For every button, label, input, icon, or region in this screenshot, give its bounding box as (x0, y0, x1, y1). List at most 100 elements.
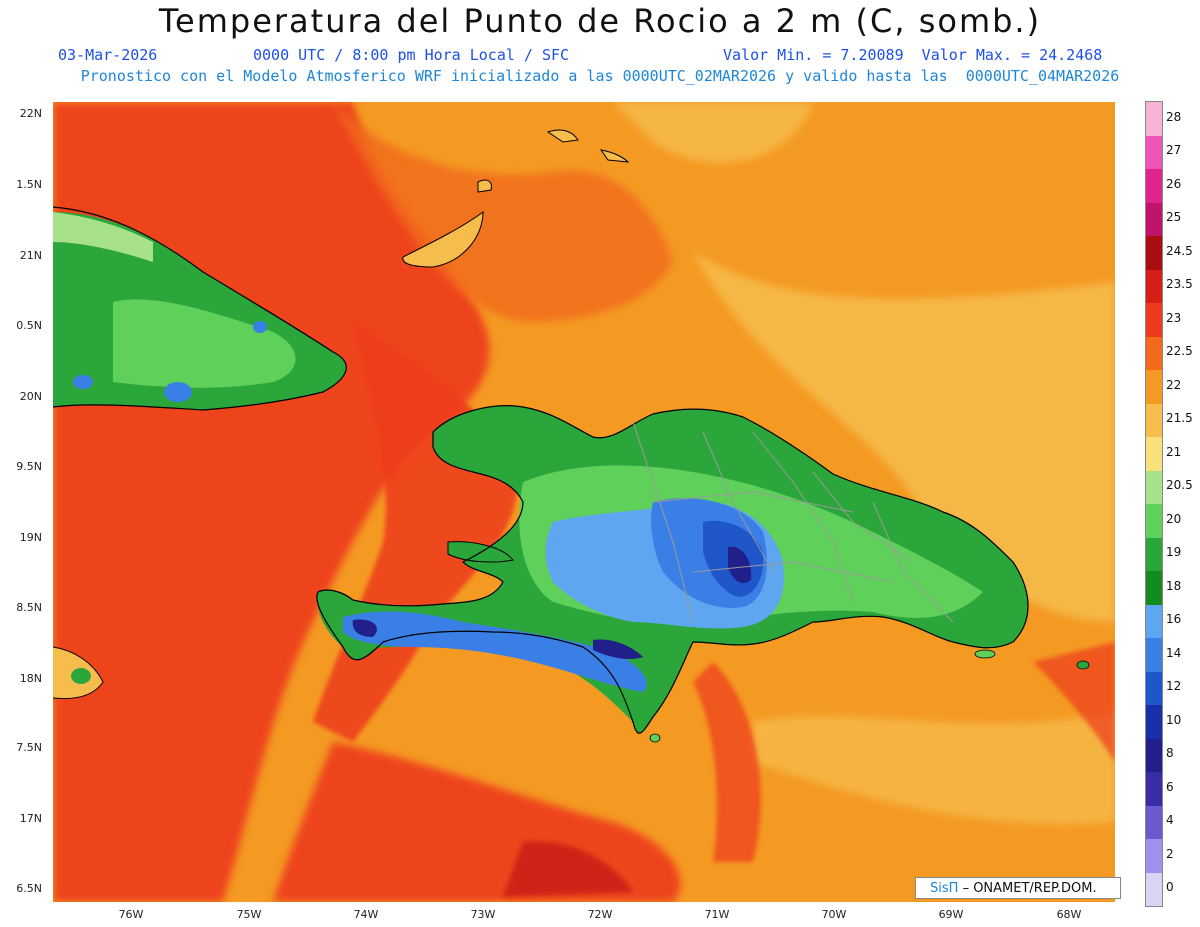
lat-label: 1.5N (16, 178, 42, 191)
lat-label: 19N (19, 531, 42, 544)
lon-label: 75W (236, 908, 262, 921)
date-label: 03-Mar-2026 (58, 46, 158, 64)
colorbar-swatch (1146, 671, 1162, 705)
southern-peninsula-navy (352, 619, 643, 660)
dewpoint-map (53, 102, 1115, 902)
colorbar-label: 27 (1166, 143, 1182, 158)
lon-label: 73W (470, 908, 496, 921)
colorbar-swatch (1146, 872, 1162, 906)
cuba-coastline (53, 206, 347, 411)
colorbar-label: 25 (1166, 210, 1182, 225)
lon-label: 72W (587, 908, 613, 921)
colorbar-label: 23 (1166, 310, 1182, 325)
lat-label: 6.5N (16, 882, 42, 895)
jamaica-coastline (53, 646, 104, 700)
field-red-streak (693, 662, 761, 862)
colorbar-swatch (1146, 135, 1162, 169)
lat-label: 8.5N (16, 601, 42, 614)
colorbar-swatch (1146, 236, 1162, 270)
inagua-island (402, 210, 484, 268)
map-title: Temperatura del Punto de Rocio a 2 m (C,… (158, 2, 1042, 40)
colorbar-label: 19 (1166, 545, 1182, 560)
forecast-info: Pronostico con el Modelo Atmosferico WRF… (80, 67, 1120, 85)
colorbar-swatch (1146, 169, 1162, 203)
colorbar-swatch (1146, 805, 1162, 839)
colorbar-label: 4 (1166, 813, 1174, 828)
turks-caicos (546, 129, 630, 163)
colorbar-label: 21 (1166, 444, 1182, 459)
cuba-light-coast (53, 212, 153, 262)
colorbar-swatch (1146, 638, 1162, 672)
hispaniola-navy-core (728, 546, 752, 584)
lat-label: 22N (19, 107, 42, 120)
colorbar-swatch (1146, 604, 1162, 638)
colorbar-swatch (1146, 504, 1162, 538)
credit-brand: SisΠ (930, 881, 959, 896)
colorbar-label: 21.5 (1166, 411, 1193, 426)
colorbar-label: 28 (1166, 109, 1182, 124)
colorbar-swatch (1146, 839, 1162, 873)
colorbar-label: 22 (1166, 377, 1182, 392)
colorbar-swatch (1146, 537, 1162, 571)
colorbar-swatch (1146, 738, 1162, 772)
colorbar-label: 16 (1166, 612, 1182, 627)
cuba-blue-spot (164, 382, 192, 402)
colorbar-label: 6 (1166, 779, 1174, 794)
southern-peninsula-blue (343, 611, 647, 692)
lon-label: 69W (938, 908, 964, 921)
value-range: Valor Min. = 7.20089 Valor Max. = 24.246… (723, 46, 1103, 64)
cuba-blue-spot-2 (73, 375, 93, 389)
saona-island (974, 649, 996, 659)
colorbar-swatch (1146, 303, 1162, 337)
colorbar-swatch (1146, 470, 1162, 504)
map-canvas (53, 102, 1115, 902)
field-southeast-light (753, 712, 1115, 824)
colorbar-swatch (1146, 571, 1162, 605)
colorbar-swatch (1146, 437, 1162, 471)
lat-label: 20N (19, 390, 42, 403)
colorbar-label: 2 (1166, 846, 1174, 861)
dr-provinces (632, 421, 954, 623)
lat-label: 18N (19, 672, 42, 685)
field-east-red-band (1033, 642, 1115, 762)
beata-island (649, 733, 661, 743)
colorbar-swatch (1146, 403, 1162, 437)
lat-label: 7.5N (16, 741, 42, 754)
lat-label: 9.5N (16, 460, 42, 473)
colorbar-swatch (1146, 102, 1162, 136)
colorbar-label: 23.5 (1166, 277, 1193, 292)
colorbar-label: 20 (1166, 511, 1182, 526)
field-darkred-spots (503, 841, 633, 897)
lat-label: 21N (19, 249, 42, 262)
colorbar (1145, 101, 1163, 907)
lon-label: 71W (704, 908, 730, 921)
lon-label: 70W (821, 908, 847, 921)
mayaguana-island (477, 179, 492, 193)
jamaica-green (71, 668, 91, 684)
colorbar-label: 10 (1166, 712, 1182, 727)
colorbar-label: 14 (1166, 645, 1182, 660)
colorbar-label: 18 (1166, 578, 1182, 593)
lon-label: 76W (118, 908, 144, 921)
colorbar-swatch (1146, 772, 1162, 806)
time-info: 0000 UTC / 8:00 pm Hora Local / SFC (253, 46, 570, 64)
mona-island (1076, 660, 1090, 670)
colorbar-label: 0 (1166, 880, 1174, 895)
lat-label: 0.5N (16, 319, 42, 332)
colorbar-swatch (1146, 705, 1162, 739)
cuba-inner-green (113, 299, 296, 388)
field-north-light (613, 102, 813, 163)
hispaniola-coastline (316, 405, 1029, 734)
colorbar-swatch (1146, 336, 1162, 370)
credit-text: – ONAMET/REP.DOM. (962, 881, 1097, 896)
colorbar-label: 24.5 (1166, 243, 1193, 258)
field-east-light (693, 252, 1115, 622)
colorbar-label: 22.5 (1166, 344, 1193, 359)
colorbar-swatch (1146, 269, 1162, 303)
lon-label: 68W (1056, 908, 1082, 921)
colorbar-label: 20.5 (1166, 478, 1193, 493)
cuba-blue-spot-3 (253, 321, 267, 333)
credit-box: SisΠ – ONAMET/REP.DOM. (915, 877, 1121, 899)
lat-label: 17N (19, 812, 42, 825)
lon-label: 74W (353, 908, 379, 921)
